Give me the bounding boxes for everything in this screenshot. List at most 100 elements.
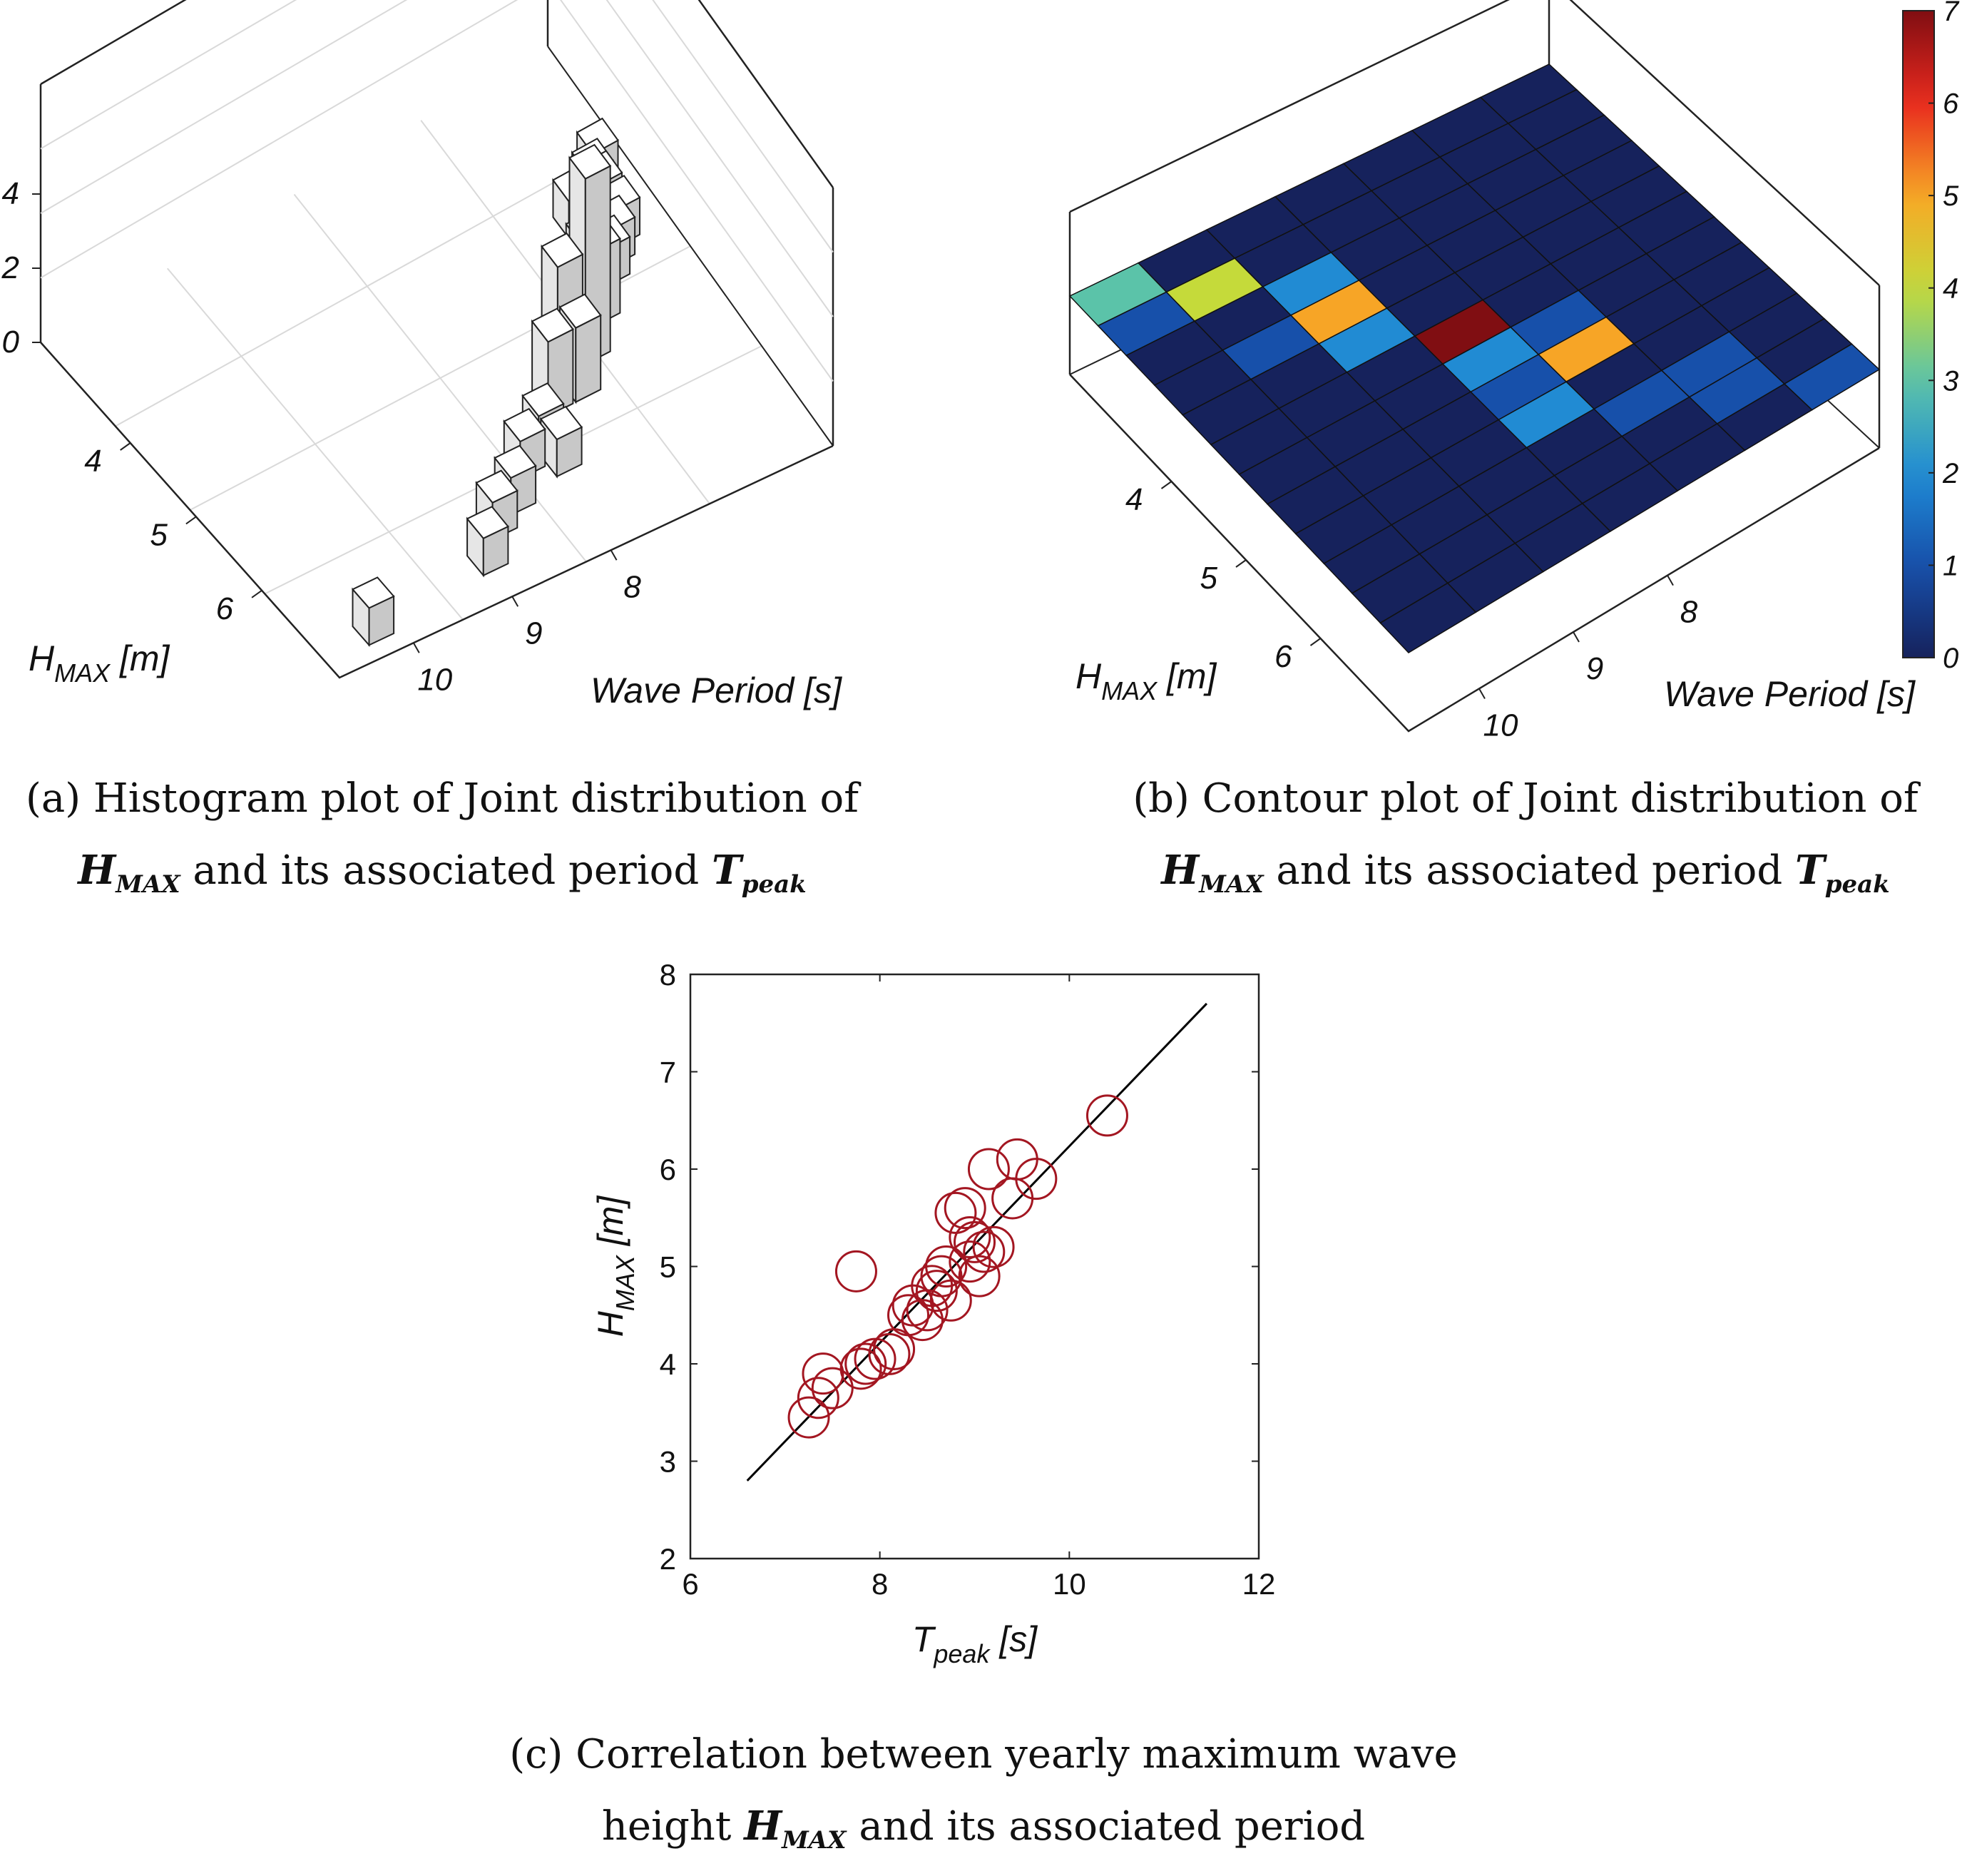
scatter-point xyxy=(1015,1158,1058,1200)
caption-c-line1: (c) Correlation between yearly maximum w… xyxy=(509,1731,1458,1778)
x-tick-mark xyxy=(1573,631,1580,643)
caption-a-sub-max: MAX xyxy=(116,870,180,899)
y-tick-mark xyxy=(1160,481,1172,489)
caption-b-symbol-t: T xyxy=(1795,847,1825,894)
caption-b-symbol-h: H xyxy=(1161,847,1200,894)
scatter-point xyxy=(929,1279,972,1322)
colorbar-tick-label: 4 xyxy=(1943,273,1958,305)
histogram-bar xyxy=(539,405,583,479)
colorbar xyxy=(1902,10,1935,658)
colorbar-tick-label: 1 xyxy=(1943,550,1958,581)
y-tick-label: 7 xyxy=(660,1056,676,1089)
caption-b-mid: and its associated period xyxy=(1263,847,1796,894)
y-axis-label: HMAX [m] xyxy=(29,638,170,688)
scatter-point xyxy=(972,1225,1015,1268)
caption-c-sub-max: MAX xyxy=(782,1826,847,1855)
y-tick-label: 3 xyxy=(660,1445,676,1479)
scatter-point xyxy=(967,1148,1010,1191)
caption-a-symbol-t: T xyxy=(712,847,742,894)
wall-grid-line xyxy=(40,0,834,253)
y-tick-mark xyxy=(251,589,262,598)
caption-b-line2: HMAX and its associated period Tpeak xyxy=(1084,835,1967,920)
y-tick-mark xyxy=(1235,559,1247,568)
bar-face-top xyxy=(494,444,537,479)
x-tick-label: 8 xyxy=(872,1567,888,1601)
x-tick-mark xyxy=(1667,575,1674,586)
plot-frame xyxy=(689,973,1260,1560)
colorbar-tick-label: 5 xyxy=(1943,180,1959,212)
axis-box-edge xyxy=(1069,0,1880,286)
caption-a-sub-peak: peak xyxy=(741,870,807,899)
caption-a-line1: (a) Histogram plot of Joint distribution… xyxy=(26,775,859,822)
bar-face-top xyxy=(521,382,565,417)
x-tick-label: 8 xyxy=(623,569,641,604)
x-tick-label: 6 xyxy=(682,1567,698,1601)
caption-b-sub-peak: peak xyxy=(1824,870,1890,899)
scatter-point xyxy=(963,1230,1006,1273)
y-tick-label: 4 xyxy=(660,1347,676,1381)
bar-face-top xyxy=(541,232,584,268)
histogram-bar xyxy=(351,576,395,648)
caption-c: (c) Correlation between yearly maximum w… xyxy=(413,1719,1554,1876)
z-tick-label: 2 xyxy=(1,250,19,285)
scatter-point xyxy=(787,1396,830,1439)
axis-box-edge xyxy=(40,342,834,679)
axis-box-edge xyxy=(40,0,834,188)
scatter-point xyxy=(1085,1094,1128,1137)
scatter-point xyxy=(868,1332,911,1375)
bar-face-top xyxy=(539,405,583,441)
bar-face-side xyxy=(575,314,602,404)
y-tick-label: 5 xyxy=(1200,561,1218,596)
scatter-point xyxy=(802,1352,844,1395)
scatter-point xyxy=(944,1187,986,1230)
scatter-point xyxy=(954,1220,996,1263)
y-tick-label: 2 xyxy=(660,1542,676,1576)
caption-c-symbol-h: H xyxy=(744,1803,782,1850)
colorbar-tick-label: 0 xyxy=(1943,643,1958,674)
bar-face-top xyxy=(568,143,612,180)
panel-b-heatmap-3d: 4 5 6 8 9 10 HMAX [m] Wave Period [s] 0 1 2 3 4 5 6 7 xyxy=(1068,0,1960,743)
x-tick-label: 9 xyxy=(1586,651,1603,686)
y-tick-mark xyxy=(185,516,197,525)
y-tick-label: 6 xyxy=(216,591,234,626)
y-axis-label: HMAX [m] xyxy=(591,1196,640,1337)
bar-face-top xyxy=(531,307,574,343)
panel-a-histogram-3d: 0 2 4 4 5 6 8 9 10 HMAX [m] Wave Period [s] xyxy=(1,0,842,710)
scatter-point xyxy=(934,1191,977,1234)
axis-box-edge xyxy=(1069,374,1880,733)
scatter-point xyxy=(949,1240,991,1283)
caption-c-line2: height HMAX and its associated period xyxy=(413,1790,1554,1876)
scatter-point xyxy=(839,1347,882,1390)
colorbar-tick-label: 2 xyxy=(1942,458,1958,489)
y-tick-label: 5 xyxy=(150,517,168,552)
y-tick-mark xyxy=(1309,638,1322,646)
bar-face-top xyxy=(351,576,395,609)
x-tick-label: 10 xyxy=(417,662,452,697)
floor-grid-line xyxy=(293,193,587,563)
x-tick-mark xyxy=(610,549,618,561)
colorbar-tick-label: 3 xyxy=(1943,365,1958,397)
bar-face-top xyxy=(466,506,509,539)
scatter-point xyxy=(844,1342,887,1385)
scatter-point xyxy=(811,1367,854,1409)
wall-grid-line xyxy=(40,0,834,382)
caption-b-line1: (b) Contour plot of Joint distribution o… xyxy=(1133,775,1919,822)
z-tick-label: 4 xyxy=(2,176,19,211)
scatter-point xyxy=(958,1255,1001,1298)
panel-c-scatter: 6 8 10 12 2 3 4 5 6 7 8 Tpeak [s] HMAX [m] xyxy=(591,958,1275,1668)
scatter-point xyxy=(915,1270,958,1312)
histogram-bar xyxy=(466,506,509,578)
scatter-point xyxy=(901,1299,944,1342)
y-tick-label: 4 xyxy=(1125,482,1143,517)
x-tick-mark xyxy=(1478,688,1486,699)
caption-a-symbol-h: H xyxy=(78,847,116,894)
caption-c-post: and its associated period xyxy=(846,1803,1366,1850)
bar-face-top xyxy=(503,407,546,443)
y-tick-label: 4 xyxy=(84,444,101,479)
colorbar-tick-label: 6 xyxy=(1943,88,1959,120)
y-tick-label: 8 xyxy=(660,958,676,991)
y-tick-label: 5 xyxy=(660,1250,676,1284)
x-axis-label: Wave Period [s] xyxy=(591,671,842,710)
wall-grid-line xyxy=(40,0,834,317)
